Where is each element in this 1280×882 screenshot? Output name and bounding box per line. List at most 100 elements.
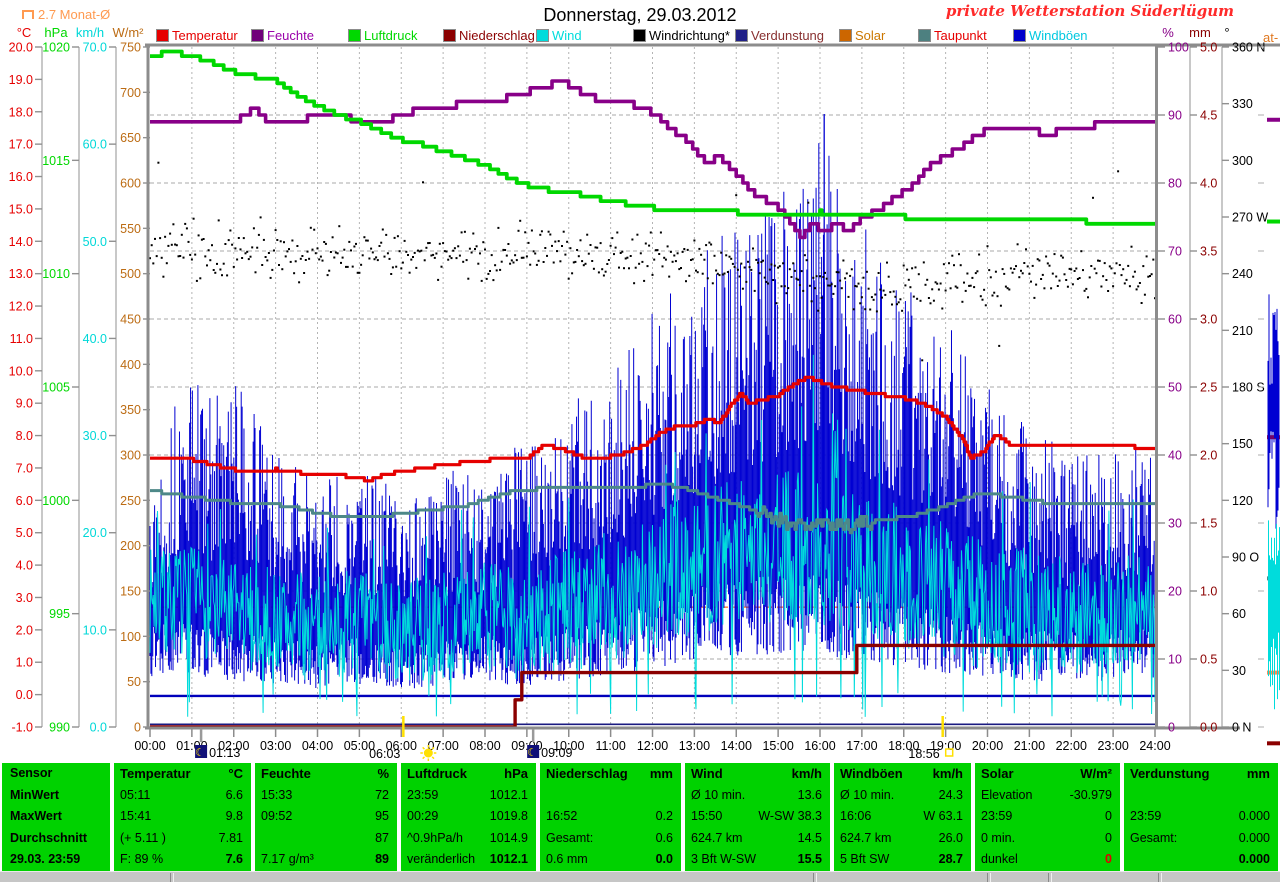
svg-text:16.0: 16.0: [9, 170, 33, 184]
svg-text:80: 80: [1168, 177, 1182, 191]
svg-text:1000: 1000: [42, 494, 70, 508]
svg-text:700: 700: [120, 86, 141, 100]
svg-text:9.0: 9.0: [16, 397, 33, 411]
table-cell-row: 05:11 6.6: [120, 787, 243, 802]
status-bar-divider: [170, 873, 174, 882]
svg-text:990: 990: [49, 721, 70, 735]
table-column-sensor: Sensor MinWert MaxWert Durchschnitt 29.03. 2…: [2, 763, 110, 871]
series-feuchte: [150, 79, 1155, 240]
legend-item-luftdruck: Luftdruck: [348, 28, 418, 43]
svg-text:650: 650: [120, 131, 141, 145]
svg-text:0 N: 0 N: [1232, 721, 1251, 735]
svg-text:5.0: 5.0: [16, 526, 33, 540]
svg-text:180 S: 180 S: [1232, 381, 1265, 395]
svg-text:50: 50: [1168, 381, 1182, 395]
legend-item-feuchte: Feuchte: [251, 28, 314, 43]
svg-text:21:00: 21:00: [1014, 739, 1045, 753]
svg-text:50: 50: [127, 675, 141, 689]
svg-text:1.5: 1.5: [1200, 517, 1217, 531]
station-name: private Wetterstation Süderlügum: [945, 2, 1234, 20]
table-column-verdunstung: Verdunstung mm 23:59 0.000 Gesamt: 0.000 0.000: [1124, 763, 1278, 871]
svg-text:W/m²: W/m²: [112, 25, 144, 40]
svg-text:23:00: 23:00: [1097, 739, 1128, 753]
legend-color-swatch: [251, 29, 264, 42]
axis-kmh: km/h70.0 60.0 50.0 40.0 30.0 20.0 10.0 0.0: [76, 25, 117, 735]
sun-moon-markers: 06:03 18:56 ☾ 01:13 ☾ 09:09: [195, 716, 954, 761]
table-cell-row: 5 Bft SW 28.7: [840, 852, 963, 867]
svg-text:04:00: 04:00: [302, 739, 333, 753]
legend-color-swatch: [348, 29, 361, 42]
svg-text:100: 100: [1168, 41, 1189, 55]
svg-text:12.0: 12.0: [9, 300, 33, 314]
svg-text:18:00: 18:00: [888, 739, 919, 753]
svg-text:10:00: 10:00: [553, 739, 584, 753]
table-cell-row: 624.7 km 26.0: [840, 830, 963, 845]
svg-text:70: 70: [1168, 245, 1182, 259]
row-label: Sensor: [10, 766, 53, 780]
svg-text:05:00: 05:00: [344, 739, 375, 753]
svg-text:350: 350: [120, 403, 141, 417]
series-windben: [149, 114, 1155, 689]
svg-text:500: 500: [120, 267, 141, 281]
moon-icon: ☾: [195, 747, 205, 759]
legend-label: Luftdruck: [364, 28, 418, 43]
svg-text:450: 450: [120, 313, 141, 327]
svg-text:60: 60: [1168, 313, 1182, 327]
column-header: Wind km/h: [691, 766, 822, 781]
legend-label: Niederschlag: [459, 28, 535, 43]
legend-label: Windböen: [1029, 28, 1088, 43]
table-cell-row: 15:50 W-SW 38.3: [691, 809, 822, 824]
svg-text:14:00: 14:00: [721, 739, 752, 753]
table-cell-row: Elevation -30.979: [981, 787, 1112, 802]
chart-legend: Temperatur Feuchte Luftdruck Niederschlag Wi…: [0, 28, 1280, 44]
table-cell-row: 7.17 g/m³ 89: [261, 852, 389, 867]
svg-text:03:00: 03:00: [260, 739, 291, 753]
column-header: Temperatur °C: [120, 766, 243, 781]
axis-Wm: W/m²750700650600550500450400350300250200…: [112, 25, 150, 735]
table-cell-row: 15:41 9.8: [120, 809, 243, 824]
table-cell-row: 624.7 km 14.5: [691, 830, 822, 845]
column-header: Feuchte%: [261, 766, 389, 781]
svg-text:250: 250: [120, 494, 141, 508]
svg-text:hPa: hPa: [44, 25, 68, 40]
table-cell-row: [540, 785, 681, 807]
svg-text:1.0: 1.0: [16, 656, 33, 670]
svg-text:90: 90: [1168, 109, 1182, 123]
svg-text:100: 100: [120, 630, 141, 644]
svg-text:08:00: 08:00: [469, 739, 500, 753]
series-temperatur: [150, 375, 1155, 483]
table-cell-row: 87: [375, 830, 389, 845]
svg-text:550: 550: [120, 222, 141, 236]
svg-text:24:00: 24:00: [1139, 739, 1170, 753]
column-header: Solar W/m²: [981, 766, 1112, 781]
table-cell-row: 0 min. 0: [981, 830, 1112, 845]
svg-text:19.0: 19.0: [9, 73, 33, 87]
series-taupunkt: [150, 482, 1155, 535]
svg-text:40.0: 40.0: [83, 332, 107, 346]
table-column-temperatur: Temperatur °C 05:11 6.6 15:41 9.8 (+ 5.11 ) 7.8…: [114, 763, 251, 871]
column-header: Niederschlag mm: [546, 766, 673, 781]
svg-text:°C: °C: [17, 25, 32, 40]
svg-text:13:00: 13:00: [679, 739, 710, 753]
row-label: Durchschnitt: [10, 830, 88, 845]
svg-text:mm: mm: [1189, 25, 1211, 40]
table-cell-row: Ø 10 min. 24.3: [840, 787, 963, 802]
table-cell-row: ^0.9hPa/h 1014.9: [407, 830, 528, 845]
status-bar: [0, 871, 1280, 882]
svg-text:0.5: 0.5: [1200, 653, 1217, 667]
svg-text:8.0: 8.0: [16, 429, 33, 443]
svg-text:600: 600: [120, 177, 141, 191]
legend-color-swatch: [735, 29, 748, 42]
svg-text:1015: 1015: [42, 154, 70, 168]
svg-text:7.0: 7.0: [16, 461, 33, 475]
svg-text:14.0: 14.0: [9, 235, 33, 249]
legend-color-swatch: [633, 29, 646, 42]
status-bar-divider: [987, 873, 991, 882]
svg-text:270 W: 270 W: [1232, 211, 1268, 225]
svg-text:16:00: 16:00: [804, 739, 835, 753]
status-bar-divider: [813, 873, 817, 882]
statistics-table: Sensor MinWert MaxWert Durchschnitt 29.03. 2…: [0, 763, 1280, 871]
